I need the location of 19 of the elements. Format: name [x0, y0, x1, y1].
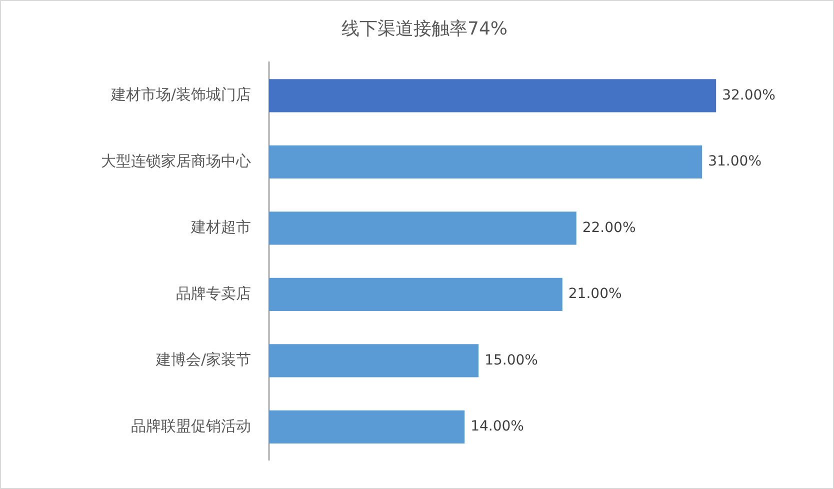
bar — [269, 344, 479, 378]
data-label: 22.00% — [582, 220, 636, 236]
y-tick-label: 建博会/家装节 — [154, 350, 251, 369]
data-label: 15.00% — [484, 352, 538, 368]
y-tick-label: 建材超市 — [190, 218, 251, 236]
y-tick-label: 建材市场/装饰城门店 — [110, 86, 251, 104]
y-tick-label: 品牌专卖店 — [176, 284, 251, 302]
bar — [269, 145, 702, 179]
data-label: 21.00% — [568, 286, 622, 302]
chart-title: 线下渠道接触率74% — [341, 18, 508, 40]
data-label: 32.00% — [722, 87, 776, 104]
y-tick-label: 大型连锁家居商场中心 — [101, 152, 251, 170]
bar — [269, 278, 562, 311]
y-tick-label: 品牌联盟促销活动 — [131, 416, 251, 435]
data-label: 31.00% — [708, 154, 762, 170]
bar — [269, 79, 716, 112]
bar — [269, 410, 465, 444]
bar — [269, 212, 576, 245]
data-label: 14.00% — [470, 418, 524, 435]
